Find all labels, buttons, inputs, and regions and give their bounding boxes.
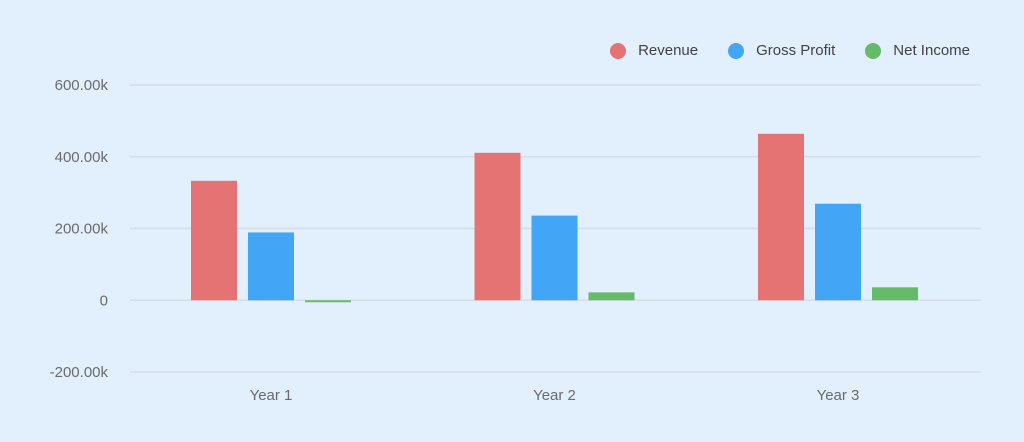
bar-net-income[interactable] — [588, 292, 635, 301]
x-tick-label: Year 3 — [817, 387, 860, 404]
chart-legend: Revenue Gross Profit Net Income — [610, 42, 970, 59]
bar-revenue[interactable] — [191, 180, 237, 301]
bar-gross-profit[interactable] — [815, 203, 861, 301]
legend-label: Net Income — [893, 42, 970, 59]
bar-gross-profit[interactable] — [531, 215, 578, 301]
legend-label: Revenue — [638, 42, 699, 59]
y-tick-label: 200.00k — [55, 221, 109, 238]
bar-gross-profit[interactable] — [248, 232, 294, 301]
y-tick-label: 0 — [100, 292, 108, 309]
legend-item-net-income[interactable]: Net Income — [865, 42, 970, 59]
revenue-swatch-icon — [610, 42, 627, 59]
x-tick-label: Year 2 — [533, 387, 576, 404]
net-income-swatch-icon — [865, 42, 882, 59]
legend-item-gross-profit[interactable]: Gross Profit — [728, 42, 835, 59]
bar-revenue[interactable] — [474, 152, 521, 301]
y-tick-label: -200.00k — [50, 364, 109, 381]
gross-profit-swatch-icon — [728, 42, 745, 59]
bar-revenue[interactable] — [758, 133, 804, 301]
bar-net-income[interactable] — [872, 287, 918, 301]
bar-net-income[interactable] — [305, 300, 351, 303]
y-tick-label: 400.00k — [55, 149, 109, 166]
legend-item-revenue[interactable]: Revenue — [610, 42, 698, 59]
legend-label: Gross Profit — [756, 42, 836, 59]
y-tick-label: 600.00k — [55, 77, 109, 94]
x-tick-label: Year 1 — [250, 387, 293, 404]
